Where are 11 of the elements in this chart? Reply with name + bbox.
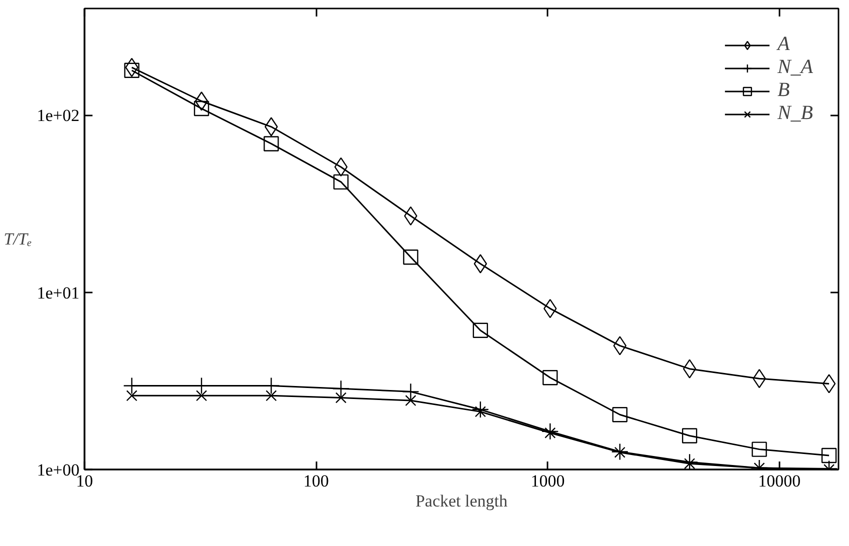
y-axis-title: T/Tₑ bbox=[4, 230, 32, 248]
x-tick-label: 1000 bbox=[530, 472, 565, 490]
legend-label: N_A bbox=[777, 56, 813, 79]
x-axis-title: Packet length bbox=[415, 492, 508, 510]
y-tick-label: 1e+02 bbox=[36, 106, 80, 126]
legend-label: N_B bbox=[777, 102, 813, 125]
x-tick-label: 100 bbox=[303, 472, 329, 490]
legend-label: B bbox=[777, 79, 791, 102]
legend-label: A bbox=[777, 33, 791, 56]
x-tick-label: 10000 bbox=[758, 472, 801, 490]
y-tick-label: 1e+01 bbox=[36, 283, 80, 302]
